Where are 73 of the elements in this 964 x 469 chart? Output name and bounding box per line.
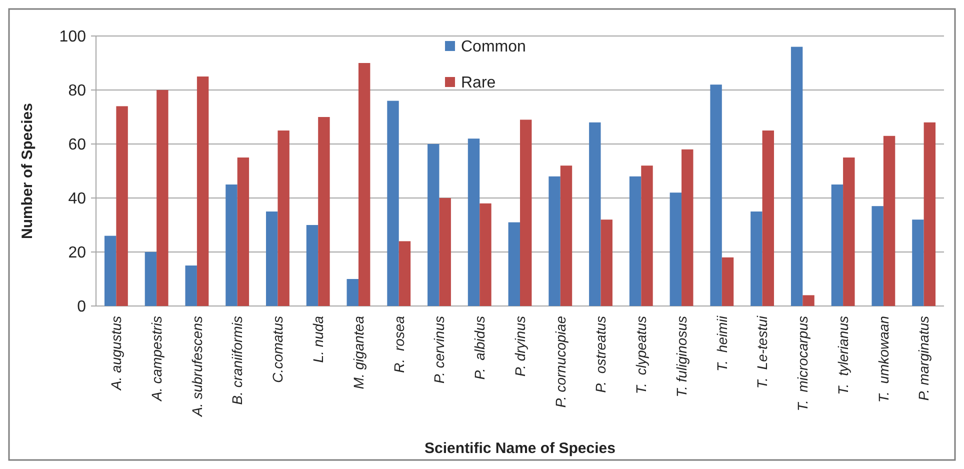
bar [722,257,734,306]
bar [398,241,411,306]
legend-label: Rare [461,74,496,92]
x-tick-label: R. rosea [390,316,407,373]
bar [116,106,128,306]
x-tick-label: T. tylerianus [834,316,851,395]
bar [318,117,330,306]
bar [710,84,722,306]
bar [600,220,612,306]
bar [278,130,290,306]
x-axis-title: Scientific Name of Species [424,440,616,457]
bar [306,225,318,306]
legend-label: Common [461,38,526,56]
bar [520,120,532,306]
bar [924,122,936,306]
bar [589,122,601,306]
bar [156,90,168,306]
bar [346,279,358,306]
bar [629,176,642,306]
y-tick-label: 80 [68,82,86,100]
bar [802,295,814,306]
x-tick-label: T. microcarpus [794,316,811,412]
x-tick-label: B. craniiformis [229,316,246,405]
y-tick-label: 60 [68,136,86,154]
x-tick-label: P. dryinus [512,316,528,376]
y-axis-title: Number of Species [19,103,36,239]
x-tick-label: M. gigantea [350,316,366,390]
x-tick-label: P. albidus [472,316,488,380]
x-tick-label: L. nuda [310,316,326,363]
x-tick-label: A. campestris [148,316,164,402]
bar [548,176,560,306]
bar [682,149,694,306]
bar [843,158,855,306]
x-tick-label: T. Le-testui [754,315,770,389]
x-tick-label: P. ostreatus [592,316,609,393]
x-tick-label: P. cervinus [431,316,448,384]
bar [872,206,884,306]
bar [428,144,440,306]
bar [641,166,653,306]
bar [185,266,197,306]
x-tick-label: C.comatus [270,316,286,383]
bar [226,184,238,306]
x-tick-label: P. marginatus [916,316,932,401]
x-tick-label: T. heimii [714,315,730,372]
bar [237,158,250,306]
bar [468,138,480,306]
x-tick-label: T. fuliginosus [673,316,690,398]
bar [104,236,116,306]
bar [439,198,451,306]
x-tick-label: P. cornucopiae [552,316,568,408]
bar [560,166,572,306]
bar [831,184,844,306]
x-tick-label: T. clypeatus [633,316,650,394]
bar [266,212,278,306]
bar [883,136,896,306]
bar [508,222,520,306]
bar [358,63,370,306]
y-tick-label: 40 [68,190,86,208]
x-tick-label: A. subrufescens [188,316,205,418]
bar [912,220,924,306]
x-tick-label: T. umkowaan [875,316,892,403]
bar [144,252,157,306]
bar [196,76,209,306]
x-tick-label: A. augustus [108,316,124,391]
bar [790,46,803,306]
bar [387,100,399,306]
y-tick-label: 20 [68,244,86,262]
y-tick-label: 100 [59,28,86,46]
bar [762,130,774,306]
bar [670,192,682,306]
bar [750,212,762,306]
bar [480,203,492,306]
y-tick-label: 0 [77,298,86,316]
